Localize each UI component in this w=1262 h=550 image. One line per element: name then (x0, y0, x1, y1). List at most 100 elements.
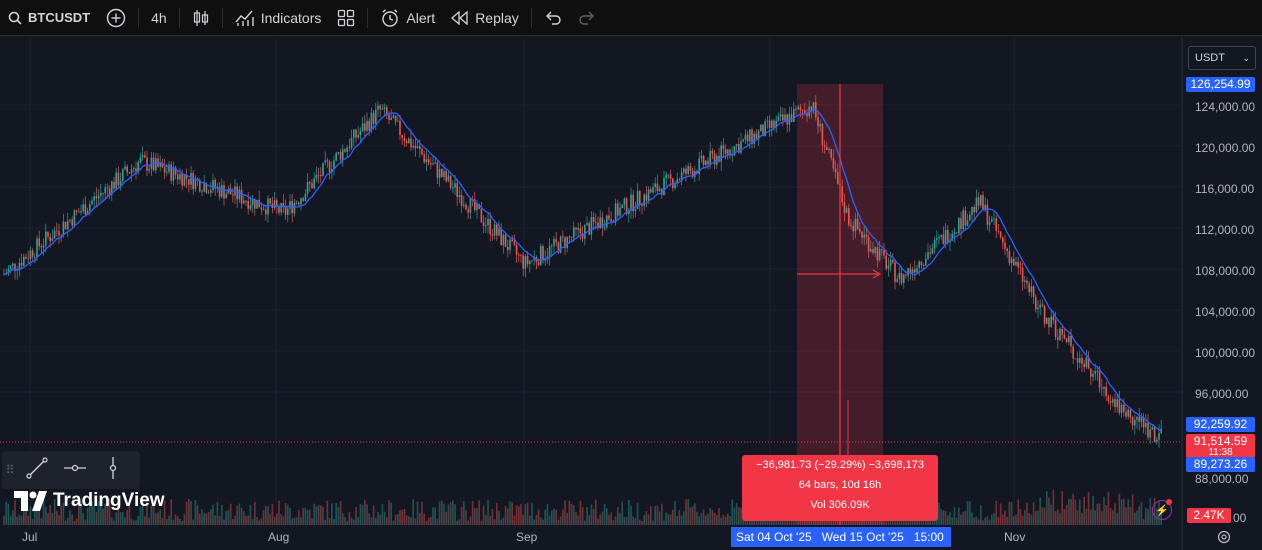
alert-button[interactable]: Alert (372, 0, 443, 36)
candle-body (185, 174, 188, 180)
volume-bar (1094, 510, 1096, 525)
volume-bar (577, 515, 579, 525)
volume-bar (667, 514, 670, 525)
candle-body (491, 234, 494, 236)
volume-bar (425, 520, 428, 525)
volume-bar (313, 503, 315, 525)
volume-bar (445, 511, 447, 525)
volume-bar (71, 514, 73, 525)
volume-bar (526, 502, 529, 525)
compare-symbol-button[interactable] (98, 0, 134, 36)
candle-body (53, 230, 56, 239)
volume-bar (1043, 507, 1046, 525)
candle-body (755, 133, 758, 139)
candle-body (942, 234, 945, 245)
candle-body (130, 169, 133, 174)
horizontal-ray-tool[interactable] (56, 451, 94, 489)
indicators-button[interactable]: Indicators (227, 0, 330, 36)
candle-body (124, 166, 126, 170)
candle-body (980, 194, 982, 206)
drag-handle-icon[interactable]: ⠿ (5, 463, 15, 477)
candle-body (1032, 286, 1035, 298)
volume-bar (430, 516, 432, 525)
volume-bar (731, 499, 733, 525)
candle-body (445, 171, 447, 182)
vertical-line-tool[interactable] (94, 451, 132, 489)
undo-button[interactable] (536, 0, 570, 36)
candle-body (58, 231, 60, 236)
volume-bar (460, 507, 463, 525)
candle-body (141, 155, 144, 158)
volume-bar (240, 508, 243, 525)
candle-body (764, 121, 766, 136)
trendline-tool[interactable] (18, 451, 56, 489)
volume-bar (562, 509, 564, 525)
candle-body (768, 120, 771, 128)
candle-body (304, 193, 307, 201)
candle-body (1068, 336, 1070, 343)
volume-bar (104, 503, 106, 525)
candle-body (931, 248, 934, 254)
volume-bar (212, 504, 214, 525)
volume-bar (166, 519, 168, 525)
volume-bar (262, 510, 265, 525)
candle-body (898, 272, 901, 280)
volume-bar (661, 503, 663, 525)
candle-body (997, 230, 1000, 232)
interval-button[interactable]: 4h (143, 0, 175, 36)
layouts-button[interactable] (329, 0, 363, 36)
volume-bar (278, 500, 280, 525)
candle-body (821, 123, 824, 146)
volume-bar (29, 506, 32, 525)
candle-body (192, 172, 194, 190)
volume-bar (438, 501, 441, 525)
gear-icon[interactable] (1216, 529, 1232, 550)
volume-bar (436, 518, 439, 525)
volume-bar (707, 513, 709, 525)
candle-body (317, 174, 320, 176)
volume-bar (986, 516, 989, 525)
measure-info-box[interactable]: −36,981.73 (−29.29%) −3,698,173 64 bars,… (742, 455, 938, 521)
volume-bar (284, 503, 287, 525)
candle-body (892, 259, 894, 263)
volume-bar (537, 509, 540, 525)
volume-bar (654, 506, 656, 525)
candle-body (104, 187, 106, 194)
candle-body (639, 191, 641, 205)
replay-button[interactable]: Replay (443, 0, 527, 36)
candle-body (249, 205, 252, 209)
volume-bar (1114, 503, 1116, 525)
symbol-search-button[interactable]: BTCUSDT (0, 0, 98, 36)
volume-bar (656, 505, 659, 525)
volume-value-label: 2.47K (1187, 508, 1231, 523)
candle-body (966, 220, 969, 226)
toolbar-divider (178, 7, 180, 28)
candle-body (1081, 357, 1083, 364)
candle-body (969, 214, 971, 221)
candle-body (38, 238, 40, 247)
candle-body (575, 227, 577, 230)
candle-body (551, 245, 553, 247)
flash-icon[interactable]: ⚡ (1152, 500, 1172, 520)
redo-button[interactable] (570, 0, 604, 36)
volume-bar (502, 517, 505, 525)
candle-body (463, 204, 465, 206)
currency-select[interactable]: USDT ⌄ (1188, 46, 1256, 70)
candle-body (273, 200, 276, 209)
tradingview-logo[interactable]: TradingView (14, 490, 165, 512)
candle-body (775, 120, 777, 128)
volume-bar (1081, 513, 1083, 525)
candle-body (487, 218, 489, 226)
candle-body (1074, 358, 1077, 360)
candle-body (568, 236, 571, 238)
candle-body (509, 239, 511, 250)
volume-bar (548, 515, 551, 525)
replay-label: Replay (475, 9, 519, 26)
candle-body (885, 255, 887, 269)
volume-bar (1085, 508, 1088, 525)
chart-type-button[interactable] (184, 0, 218, 36)
price-chart[interactable] (0, 37, 1262, 550)
volume-bar (819, 518, 821, 525)
candle-body (850, 224, 852, 227)
candle-body (1114, 399, 1116, 408)
